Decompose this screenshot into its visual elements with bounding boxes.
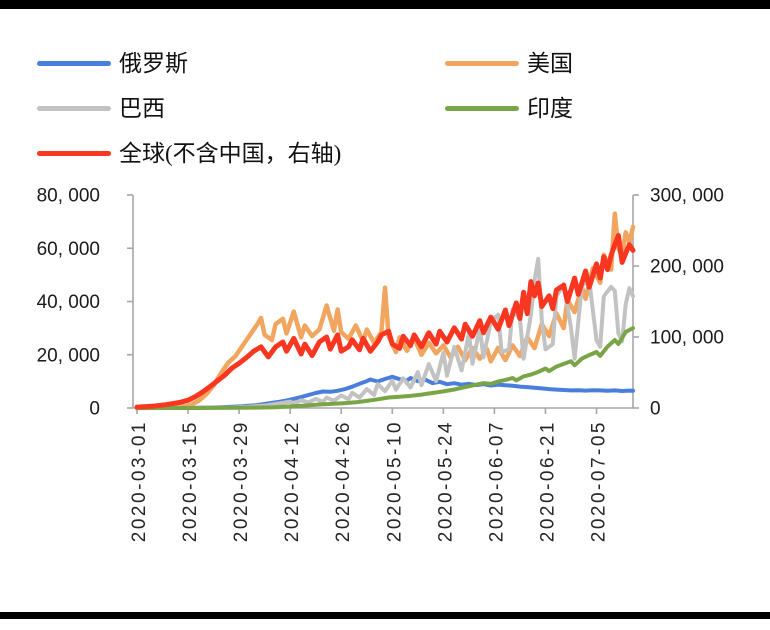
x-axis-date-label: 2020-03-29 xyxy=(231,420,252,542)
left-axis-tick-label: 0 xyxy=(89,399,100,420)
x-axis-date-label: 2020-04-26 xyxy=(333,420,354,542)
legend-label-usa: 美国 xyxy=(527,50,573,76)
legend-label-india: 印度 xyxy=(527,95,573,121)
left-axis-tick-label: 80, 000 xyxy=(37,186,100,207)
brazil-line xyxy=(135,256,635,410)
left-axis-tick-label: 20, 000 xyxy=(37,345,100,366)
global-line-swatch xyxy=(37,150,111,156)
x-axis-date-label: 2020-07-05 xyxy=(589,420,610,542)
legend-item-russia: 俄罗斯 xyxy=(37,50,188,76)
bottom-border-bar xyxy=(0,612,770,619)
right-axis-tick-label: 0 xyxy=(650,399,661,420)
x-axis-date-label: 2020-06-21 xyxy=(537,420,558,542)
legend-item-india: 印度 xyxy=(445,95,573,121)
brazil-line-swatch xyxy=(37,105,111,111)
india-line-swatch xyxy=(445,105,519,111)
right-axis-tick-label: 100, 000 xyxy=(650,328,724,349)
x-axis-date-label: 2020-03-01 xyxy=(129,420,150,542)
right-axis-tick-label: 200, 000 xyxy=(650,257,724,278)
usa-line-swatch xyxy=(445,60,519,66)
legend-item-usa: 美国 xyxy=(445,50,573,76)
x-axis-date-label: 2020-06-07 xyxy=(486,420,507,542)
legend-item-global-ex-china: 全球(不含中国，右轴) xyxy=(37,140,341,166)
legend-item-brazil: 巴西 xyxy=(37,95,165,121)
chart-legend: 俄罗斯 美国 巴西 印度 全球(不含中国，右轴) xyxy=(0,0,770,180)
right-axis-tick-label: 300, 000 xyxy=(650,186,724,207)
left-axis-tick-label: 40, 000 xyxy=(37,292,100,313)
x-axis-date-label: 2020-03-15 xyxy=(180,420,201,542)
left-axis-tick-label: 60, 000 xyxy=(37,239,100,260)
top-border-bar xyxy=(0,0,770,9)
x-axis-date-label: 2020-04-12 xyxy=(282,420,303,542)
india-line xyxy=(135,326,635,410)
russia-line-swatch xyxy=(37,60,111,66)
legend-label-russia: 俄罗斯 xyxy=(119,50,188,76)
legend-label-brazil: 巴西 xyxy=(119,95,165,121)
legend-label-global-ex-china: 全球(不含中国，右轴) xyxy=(119,140,342,166)
x-axis-date-label: 2020-05-10 xyxy=(384,420,405,542)
global-ex-china-line xyxy=(134,233,636,410)
x-axis-date-label: 2020-05-24 xyxy=(435,420,456,542)
